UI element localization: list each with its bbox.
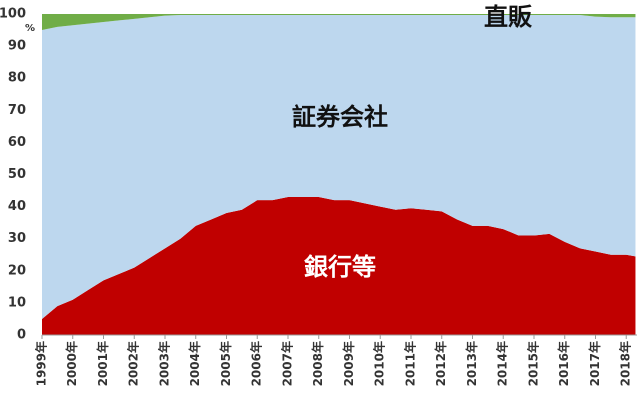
x-tick-label: 2009年 — [341, 341, 356, 386]
x-tick-label: 2008年 — [310, 341, 325, 386]
x-tick-label: 2004年 — [187, 341, 202, 386]
x-tick-label: 2011年 — [402, 341, 417, 386]
x-tick-label: 2016年 — [556, 341, 571, 386]
y-tick-label: 40 — [8, 199, 26, 214]
area-label: 証券会社 — [292, 103, 388, 131]
x-tick-label: 2007年 — [279, 341, 294, 386]
x-tick-label: 2012年 — [433, 341, 448, 386]
area — [42, 14, 636, 31]
y-tick-label: 50 — [8, 167, 26, 182]
x-tick-label: 2003年 — [156, 341, 171, 386]
y-tick-label: 100 — [0, 7, 26, 22]
x-tick-label: 2017年 — [587, 341, 602, 386]
x-tick-label: 2010年 — [372, 341, 387, 386]
area — [42, 14, 636, 319]
x-tick-label: 2001年 — [95, 341, 110, 386]
y-tick-label: 90 — [8, 39, 26, 54]
y-tick-label: 60 — [8, 135, 26, 150]
x-tick-label: 2013年 — [464, 341, 479, 386]
x-tick-label: 2005年 — [218, 341, 233, 386]
x-tick-label: 1999年 — [34, 341, 49, 386]
x-tick-label: 2000年 — [64, 341, 79, 386]
y-tick-label: 80 — [8, 71, 26, 86]
area — [42, 196, 636, 335]
y-tick-label: 10 — [8, 295, 26, 310]
y-tick-label: 70 — [8, 103, 26, 118]
x-tick-label: 2018年 — [618, 341, 633, 386]
area-label: 銀行等 — [304, 253, 376, 281]
x-tick-label: 2014年 — [495, 341, 510, 386]
y-axis-label: % — [25, 23, 35, 34]
y-tick-label: 20 — [8, 263, 26, 278]
y-tick-label: 0 — [17, 328, 26, 343]
y-tick-label: 30 — [8, 231, 26, 246]
x-tick-label: 2006年 — [249, 341, 264, 386]
area-label: 直販 — [484, 3, 533, 31]
x-tick-label: 2002年 — [126, 341, 141, 386]
x-tick-label: 2015年 — [525, 341, 540, 386]
